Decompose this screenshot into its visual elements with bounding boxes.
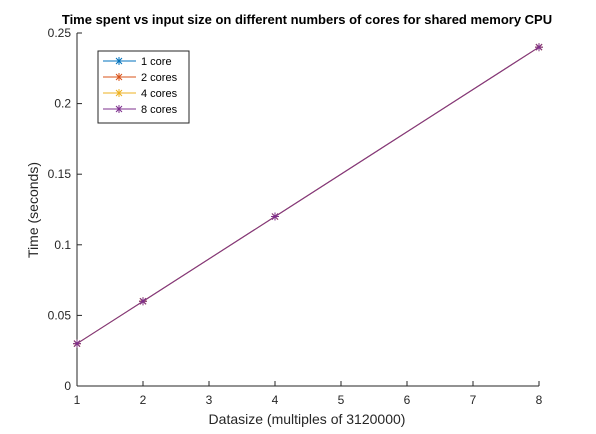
legend-label: 1 core (141, 56, 172, 68)
x-tick-label: 3 (206, 393, 213, 407)
legend-label: 2 cores (141, 72, 178, 84)
x-tick-label: 7 (470, 393, 477, 407)
series-line-3 (76, 46, 540, 345)
x-axis-label: Datasize (multiples of 3120000) (209, 411, 406, 427)
y-tick-label: 0.05 (48, 308, 72, 322)
y-tick-label: 0 (64, 379, 71, 393)
legend-marker (115, 89, 123, 97)
chart-title: Time spent vs input size on different nu… (62, 12, 552, 27)
data-point (139, 297, 147, 306)
y-tick-label: 0.15 (48, 167, 72, 181)
y-axis-label: Time (seconds) (25, 162, 41, 258)
legend-label: 4 cores (141, 88, 178, 100)
x-tick-label: 8 (536, 393, 543, 407)
x-tick-label: 5 (338, 393, 345, 407)
legend-box (97, 50, 190, 124)
legend-marker (115, 105, 123, 113)
y-tick-label: 0.1 (54, 238, 71, 252)
data-point (271, 212, 279, 221)
x-tick-label: 6 (404, 393, 411, 407)
x-tick-label: 4 (272, 393, 279, 407)
data-point (73, 339, 81, 348)
legend-marker (115, 57, 123, 65)
y-tick-label: 0.2 (54, 97, 71, 111)
legend-marker (115, 73, 123, 81)
legend-label: 8 cores (141, 104, 178, 116)
x-tick-label: 1 (74, 393, 81, 407)
legend: 1 core 2 cores 4 cores 8 cores (97, 50, 190, 124)
y-tick-label: 0.25 (48, 26, 72, 40)
x-tick-label: 2 (140, 393, 147, 407)
data-point (535, 43, 543, 52)
